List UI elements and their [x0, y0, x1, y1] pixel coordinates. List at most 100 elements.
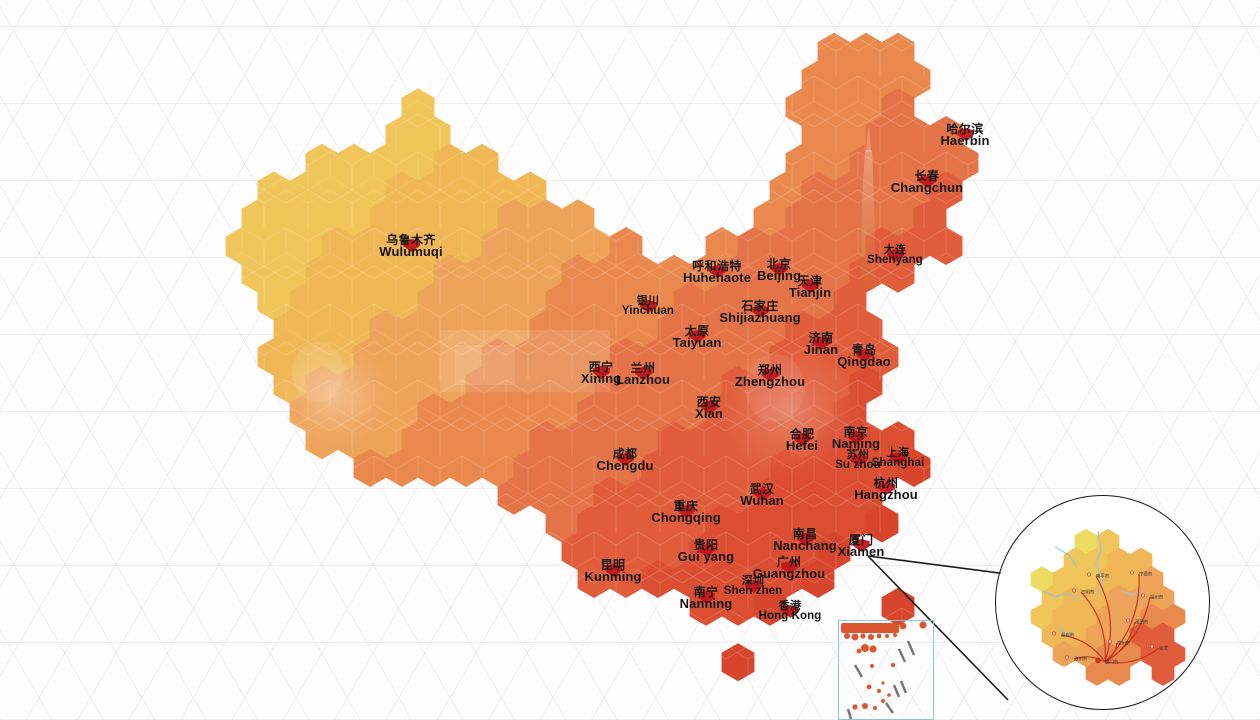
city-name-cn: 上海 — [886, 447, 910, 460]
city-name-en: Guangzhou — [752, 565, 826, 581]
city-name-cn: 厦门 — [848, 532, 874, 547]
city-name-en: Changchun — [890, 179, 964, 195]
city-name-en: Taiyuan — [672, 334, 722, 350]
city-label-qingdao[interactable]: 青岛 Qingdao — [837, 342, 890, 369]
city-name-en: Su zhou — [835, 459, 881, 472]
city-marker-pin-icon — [801, 279, 819, 293]
magnifier-ring — [995, 495, 1210, 710]
city-name-en: Nanjing — [831, 435, 881, 451]
city-label-kunming[interactable]: 昆明 Kunming — [584, 559, 642, 584]
city-name-cn: 呼和浩特 — [692, 258, 742, 273]
city-label-wulumuqi[interactable]: 乌鲁木齐 Wulumuqi — [379, 232, 442, 259]
city-marker-pin-icon — [697, 543, 715, 557]
city-name-en: Shijiazhuang — [719, 309, 801, 325]
city-marker-pin-icon — [878, 481, 895, 495]
city-name-cn: 成都 — [612, 446, 638, 461]
city-label-changchun[interactable]: 长春 Changchun — [890, 170, 964, 195]
city-label-jinan[interactable]: 济南 Jinan — [804, 330, 838, 357]
city-label-su-zhou[interactable]: 苏州 Su zhou — [835, 449, 881, 472]
city-name-cn: 济南 — [808, 330, 834, 345]
city-label-zhengzhou[interactable]: 郑州 Zhengzhou — [734, 362, 806, 389]
city-name-cn: 重庆 — [673, 498, 699, 513]
city-label-shen-zhen[interactable]: 深圳 Shen zhen — [724, 575, 782, 598]
city-name-en: Kunming — [584, 568, 642, 584]
city-name-cn: 北京 — [766, 256, 792, 271]
city-name-en: Chongqing — [651, 509, 721, 525]
city-name-en: Huhehaote — [682, 269, 752, 285]
city-marker-pin-icon — [678, 504, 695, 518]
city-name-en: Wuhan — [740, 492, 784, 508]
city-name-en: Zhengzhou — [734, 373, 806, 389]
city-marker-pin-icon — [781, 605, 799, 618]
city-marker-pin-icon — [697, 590, 715, 604]
city-name-cn: 哈尔滨 — [946, 121, 984, 136]
city-label-nanning[interactable]: 南宁 Nanning — [680, 584, 733, 611]
city-name-en: Gui yang — [677, 548, 735, 564]
city-name-cn: 天津 — [797, 273, 823, 288]
city-label-chongqing[interactable]: 重庆 Chongqing — [651, 498, 721, 525]
city-label-taiyuan[interactable]: 太原 Taiyuan — [672, 323, 722, 350]
city-label-shenyang[interactable]: 大连 Shenyang — [867, 244, 923, 267]
city-marker-pin-icon — [890, 452, 907, 465]
city-name-cn: 太原 — [684, 323, 710, 338]
city-name-cn: 南昌 — [792, 526, 818, 541]
city-marker-pin-icon — [745, 580, 762, 593]
city-label-shanghai[interactable]: 上海 Shanghai — [872, 447, 925, 470]
city-label-shijiazhuang[interactable]: 石家庄 Shijiazhuang — [719, 298, 801, 325]
city-label-wuhan[interactable]: 武汉 Wuhan — [740, 481, 784, 508]
city-marker-pin-icon — [849, 454, 867, 467]
city-label-xian[interactable]: 西安 Xian — [695, 396, 723, 421]
city-name-cn: 南京 — [843, 424, 869, 439]
city-label-nanchang[interactable]: 南昌 Nanchang — [773, 526, 837, 553]
city-label-guangzhou[interactable]: 广州 Guangzhou — [752, 556, 826, 581]
city-label-chengdu[interactable]: 成都 Chengdu — [596, 446, 654, 473]
city-label-nanjing[interactable]: 南京 Nanjing — [831, 424, 881, 451]
city-label-beijing[interactable]: 北京 Beijing — [756, 256, 802, 283]
city-name-cn: 大连 — [883, 244, 907, 257]
city-name-en: Chengdu — [596, 457, 654, 473]
city-marker-pin-icon — [634, 366, 652, 380]
city-name-cn: 南宁 — [693, 584, 719, 599]
city-label-xining[interactable]: 西宁 Xining — [580, 361, 622, 386]
city-marker-pin-icon — [402, 238, 420, 252]
city-marker-pin-icon — [770, 262, 788, 276]
hex-inner-texture — [200, 0, 1030, 720]
city-marker-pin-icon — [762, 368, 779, 382]
city-label-xiamen[interactable]: 厦门 Xiamen — [837, 532, 885, 559]
city-marker-pin-icon — [592, 365, 610, 379]
city-marker-pin-icon — [853, 538, 870, 552]
city-marker-pin-icon — [754, 487, 771, 501]
city-label-huhehaote[interactable]: 呼和浩特 Huhehaote — [682, 258, 752, 285]
city-name-cn: 杭州 — [873, 475, 899, 490]
city-marker-pin-icon — [886, 249, 904, 262]
city-name-en: Hangzhou — [854, 486, 918, 502]
city-label-hong-kong[interactable]: 香港 Hong Kong — [758, 600, 822, 623]
city-name-cn: 石家庄 — [741, 298, 779, 313]
city-name-cn: 合肥 — [789, 426, 815, 441]
hex-outline-overlay — [200, 0, 1030, 720]
city-marker-pin-icon — [752, 304, 769, 318]
city-name-cn: 郑州 — [757, 362, 783, 377]
city-label-hefei[interactable]: 合肥 Hefei — [786, 426, 818, 453]
city-name-en: Beijing — [756, 267, 802, 283]
city-name-en: Xining — [580, 370, 622, 386]
city-label-lanzhou[interactable]: 兰州 Lanzhou — [616, 360, 670, 387]
city-marker-pin-icon — [797, 532, 814, 546]
magnifier-detail-view[interactable]: 南平市 宁德市 三明市 福州市 莆田市 龙岩市 泉州市 漳州市 厦门市 台湾 — [995, 495, 1210, 710]
city-marker-pin-icon — [956, 127, 974, 141]
city-name-en: Haerbin — [940, 132, 990, 148]
city-label-gui-yang[interactable]: 贵阳 Gui yang — [677, 539, 735, 564]
city-label-haerbin[interactable]: 哈尔滨 Haerbin — [940, 121, 990, 148]
city-label-yinchuan[interactable]: 银川 Yinchuan — [622, 295, 674, 318]
city-name-en: Xiamen — [837, 543, 885, 559]
city-name-cn: 青岛 — [851, 342, 877, 357]
city-name-cn: 兰州 — [630, 360, 656, 375]
city-name-cn: 乌鲁木齐 — [386, 232, 436, 247]
city-marker-pin-icon — [780, 560, 798, 574]
city-name-en: Hong Kong — [758, 610, 822, 623]
city-name-cn: 武汉 — [749, 481, 775, 496]
city-marker-pin-icon — [919, 174, 936, 188]
city-label-hangzhou[interactable]: 杭州 Hangzhou — [854, 475, 918, 502]
city-label-tianjin[interactable]: 天津 Tianjin — [789, 273, 831, 300]
